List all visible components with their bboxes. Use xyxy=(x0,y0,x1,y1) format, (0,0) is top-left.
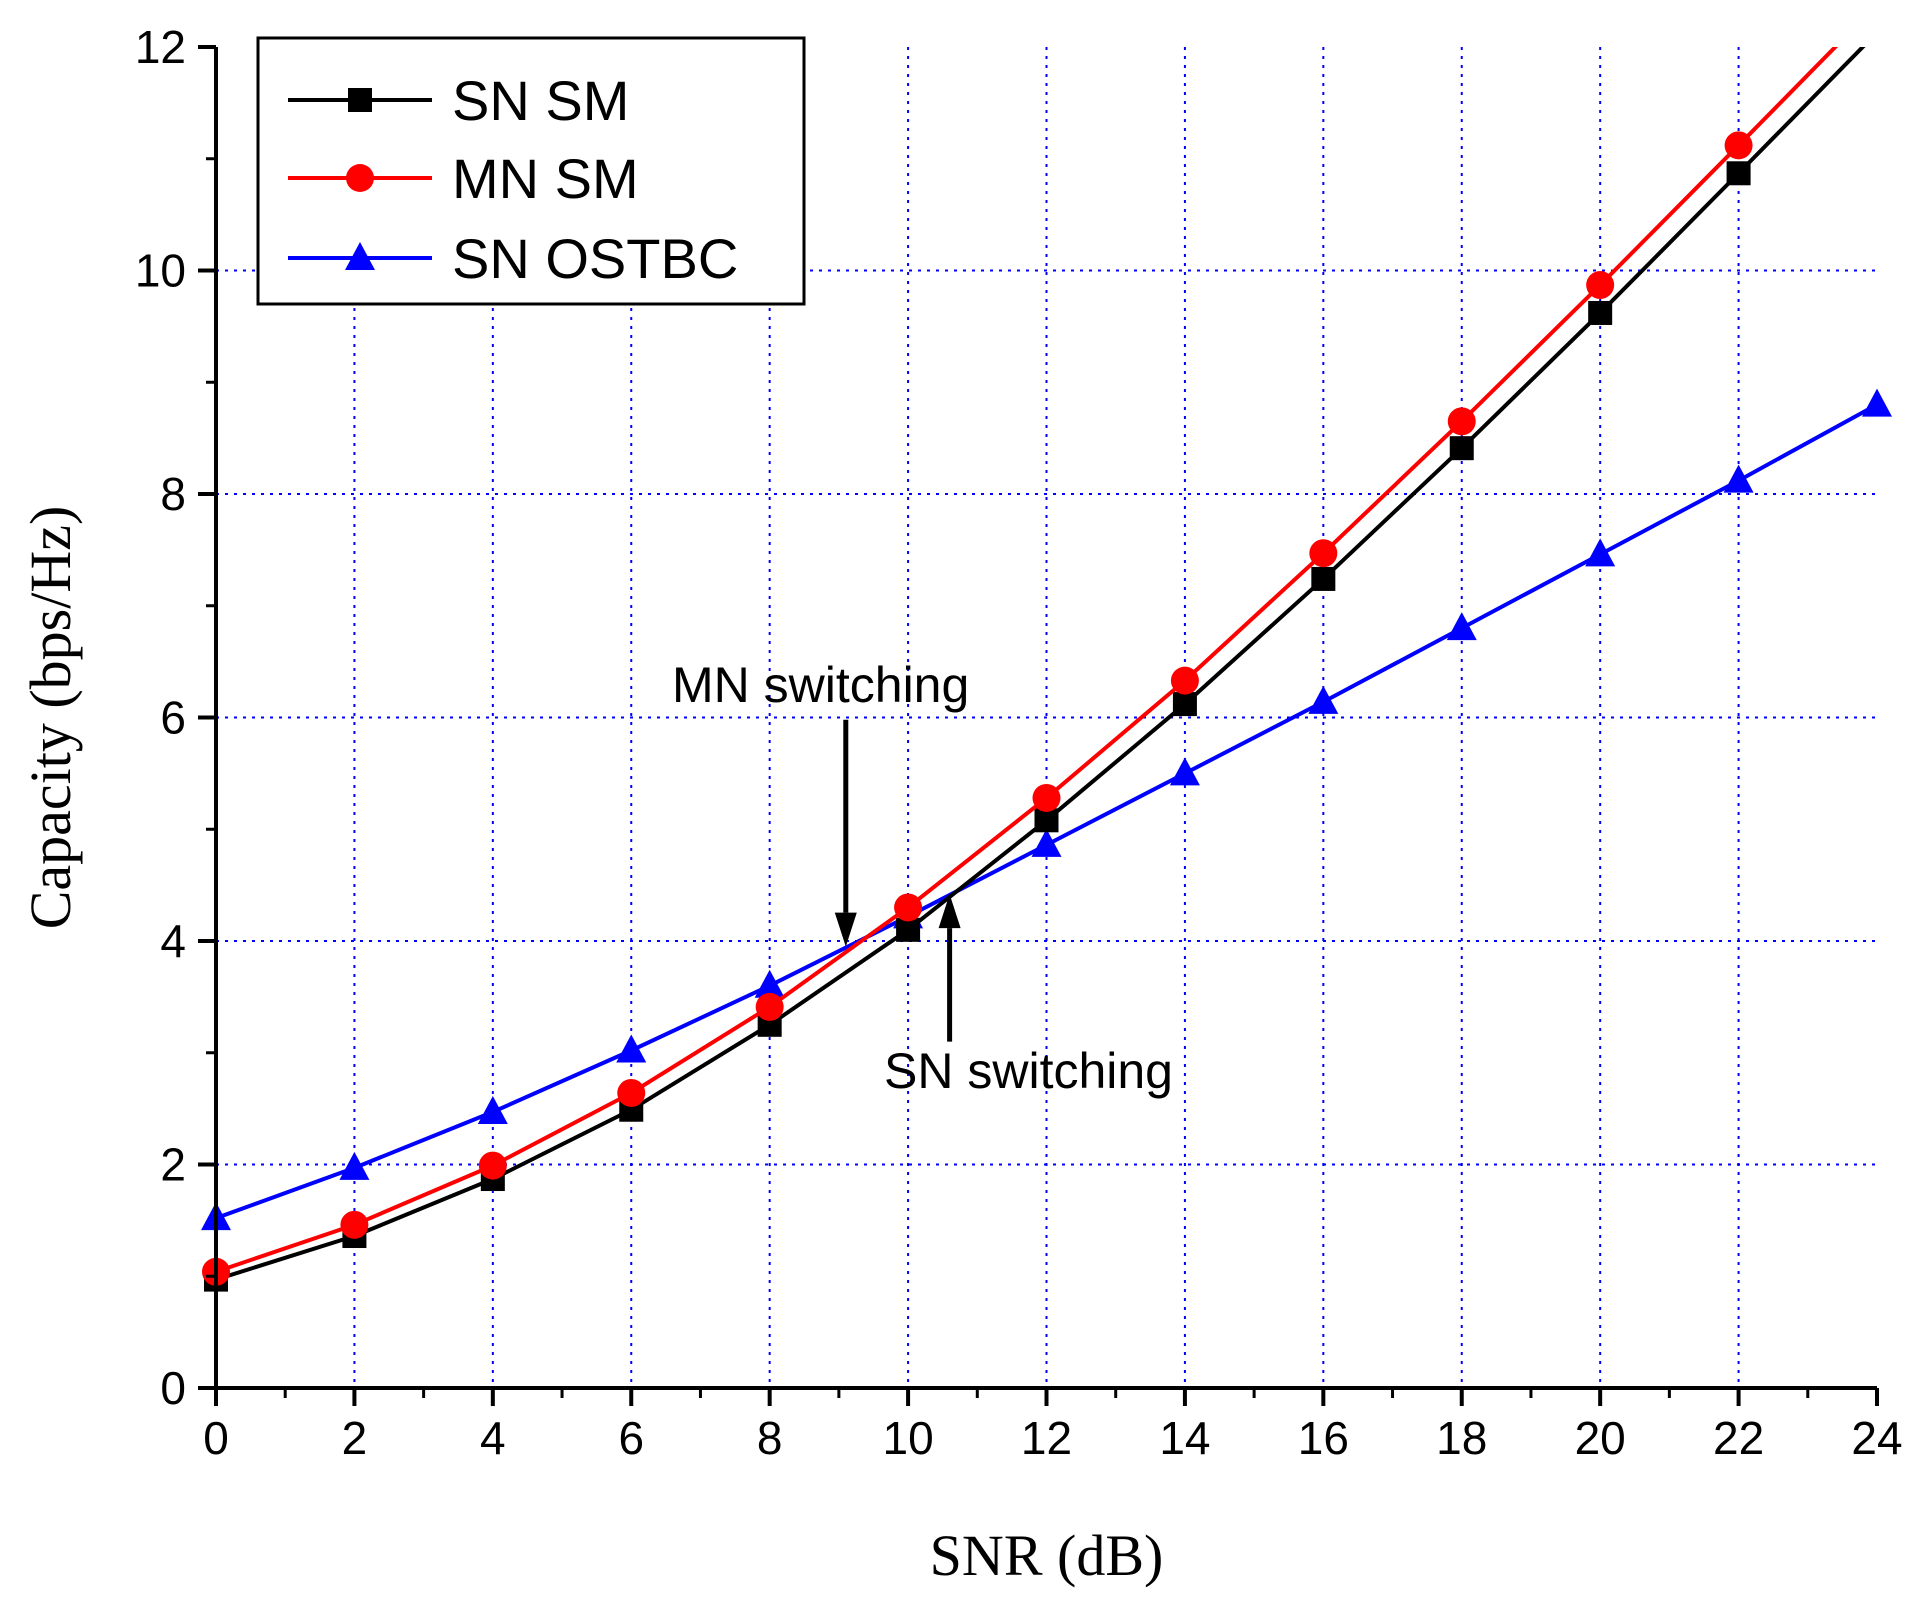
data-point xyxy=(1588,300,1613,325)
data-point xyxy=(1309,539,1338,568)
x-tick-label: 22 xyxy=(1713,1412,1764,1464)
data-point xyxy=(617,1078,646,1107)
annotation-mn-switching: MN switching xyxy=(672,657,969,713)
y-tick-label: 4 xyxy=(160,915,186,967)
data-point xyxy=(1172,692,1197,717)
annotation-arrow-head xyxy=(834,912,857,947)
data-point xyxy=(1031,828,1062,857)
data-point xyxy=(1169,757,1200,786)
x-tick-label: 24 xyxy=(1851,1412,1902,1464)
annotation-sn-switching: SN switching xyxy=(884,1043,1173,1099)
legend-marker xyxy=(345,242,375,270)
annotation-arrow-head xyxy=(938,894,961,929)
data-point xyxy=(1308,685,1339,714)
x-tick-label: 20 xyxy=(1575,1412,1626,1464)
series-layer xyxy=(201,0,1892,1292)
legend-marker xyxy=(348,88,372,112)
data-point xyxy=(340,1210,369,1239)
axes xyxy=(198,45,1879,1406)
data-point xyxy=(1586,271,1615,300)
y-tick-label: 10 xyxy=(135,245,186,297)
legend-label-mn-sm: MN SM xyxy=(452,147,639,210)
data-point xyxy=(1034,808,1059,833)
data-point xyxy=(1446,612,1477,641)
x-tick-label: 12 xyxy=(1021,1412,1072,1464)
series-sn-ostbc xyxy=(201,388,1892,1231)
y-axis-title: Capacity (bps/Hz) xyxy=(18,506,83,930)
data-point xyxy=(1447,407,1476,436)
data-point xyxy=(755,992,784,1021)
legend-marker xyxy=(346,164,374,192)
data-point xyxy=(894,893,923,922)
data-point xyxy=(1311,566,1336,591)
data-point xyxy=(896,917,921,942)
gridlines xyxy=(216,47,1877,1388)
annotations: MN switching SN switching xyxy=(672,657,1173,1099)
y-tick-label: 8 xyxy=(160,468,186,520)
legend-label-sn-sm: SN SM xyxy=(452,69,629,132)
y-tick-label: 12 xyxy=(135,21,186,73)
x-tick-label: 14 xyxy=(1159,1412,1210,1464)
legend-label-sn-ostbc: SN OSTBC xyxy=(452,227,738,290)
data-point xyxy=(1724,131,1753,160)
legend: SN SM MN SM SN OSTBC xyxy=(256,36,806,306)
data-point xyxy=(1170,666,1199,695)
data-point xyxy=(1863,0,1891,19)
data-point xyxy=(1032,783,1061,812)
x-tick-label: 0 xyxy=(203,1412,229,1464)
x-tick-label: 2 xyxy=(342,1412,368,1464)
y-tick-label: 6 xyxy=(160,692,186,744)
y-tick-label: 2 xyxy=(160,1139,186,1191)
data-point xyxy=(339,1151,370,1180)
y-tick-label: 0 xyxy=(160,1362,186,1414)
series-mn-sm xyxy=(202,0,1891,1286)
x-tick-label: 6 xyxy=(618,1412,644,1464)
x-tick-label: 10 xyxy=(882,1412,933,1464)
data-point xyxy=(1726,161,1751,186)
x-tick-label: 4 xyxy=(480,1412,506,1464)
data-point xyxy=(1862,388,1892,417)
x-tick-label: 16 xyxy=(1298,1412,1349,1464)
data-point xyxy=(1449,436,1474,461)
x-axis-title: SNR (dB) xyxy=(930,1523,1164,1588)
data-point xyxy=(477,1095,508,1124)
data-point xyxy=(616,1034,647,1063)
data-point xyxy=(754,969,785,998)
data-point xyxy=(1585,538,1616,567)
x-tick-label: 8 xyxy=(757,1412,783,1464)
x-tick-label: 18 xyxy=(1436,1412,1487,1464)
data-point xyxy=(1865,20,1889,44)
data-point xyxy=(478,1151,507,1180)
data-point xyxy=(1723,464,1754,493)
